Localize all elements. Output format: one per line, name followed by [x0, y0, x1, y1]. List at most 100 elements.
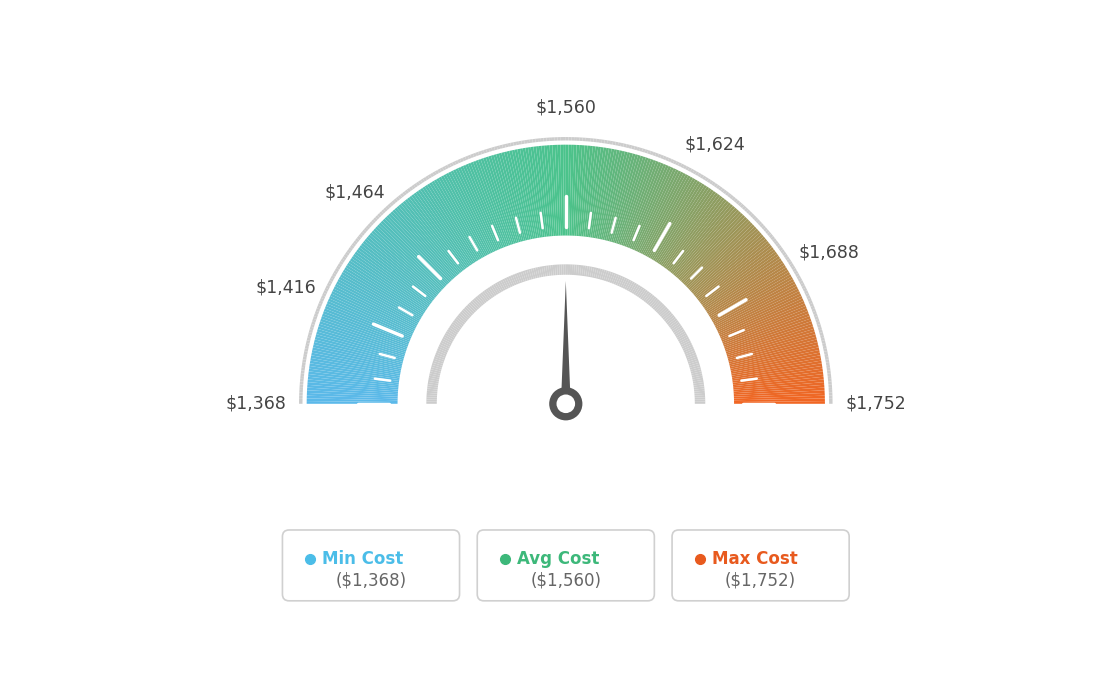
Wedge shape [341, 268, 422, 318]
Wedge shape [414, 189, 470, 266]
Wedge shape [495, 283, 502, 294]
Wedge shape [718, 290, 803, 332]
Wedge shape [722, 308, 809, 344]
Wedge shape [657, 307, 668, 317]
Circle shape [556, 395, 575, 413]
Wedge shape [649, 151, 654, 157]
Wedge shape [524, 140, 528, 146]
Wedge shape [447, 164, 453, 170]
Wedge shape [299, 390, 305, 393]
Wedge shape [431, 367, 443, 372]
Wedge shape [602, 139, 605, 146]
Wedge shape [729, 336, 819, 362]
Wedge shape [439, 342, 452, 350]
Text: $1,688: $1,688 [798, 243, 859, 261]
Wedge shape [522, 146, 540, 238]
Wedge shape [795, 275, 800, 280]
Wedge shape [489, 148, 492, 154]
Wedge shape [375, 223, 445, 288]
Wedge shape [786, 261, 793, 266]
Wedge shape [477, 157, 510, 246]
Wedge shape [726, 326, 816, 355]
Wedge shape [427, 174, 433, 180]
Wedge shape [656, 184, 708, 263]
Wedge shape [546, 143, 555, 236]
Wedge shape [615, 154, 644, 244]
Wedge shape [673, 329, 684, 337]
Wedge shape [661, 312, 672, 321]
Wedge shape [352, 242, 358, 248]
Wedge shape [365, 226, 372, 231]
Wedge shape [546, 137, 550, 144]
Wedge shape [492, 284, 501, 295]
Wedge shape [690, 371, 702, 376]
Wedge shape [309, 326, 316, 331]
Wedge shape [421, 179, 426, 185]
Wedge shape [582, 266, 585, 278]
Wedge shape [305, 387, 397, 395]
Wedge shape [432, 363, 444, 368]
Wedge shape [596, 139, 599, 145]
Wedge shape [699, 244, 774, 302]
Wedge shape [723, 313, 811, 347]
Wedge shape [775, 245, 782, 250]
Wedge shape [731, 349, 821, 371]
Wedge shape [407, 194, 466, 270]
Wedge shape [814, 319, 819, 323]
Wedge shape [817, 332, 824, 336]
Wedge shape [457, 315, 468, 324]
Wedge shape [350, 245, 357, 250]
Wedge shape [351, 253, 428, 308]
Wedge shape [340, 259, 347, 264]
Wedge shape [535, 267, 540, 279]
Wedge shape [499, 281, 507, 293]
Wedge shape [719, 295, 805, 335]
Wedge shape [307, 366, 400, 381]
Wedge shape [682, 215, 749, 284]
Wedge shape [580, 144, 591, 236]
Wedge shape [395, 197, 402, 203]
Wedge shape [728, 195, 734, 201]
Wedge shape [684, 353, 697, 359]
Wedge shape [643, 293, 651, 303]
Wedge shape [309, 352, 401, 373]
Wedge shape [408, 186, 414, 193]
Wedge shape [329, 278, 336, 283]
Wedge shape [691, 229, 762, 293]
Wedge shape [438, 277, 693, 404]
Wedge shape [560, 137, 563, 143]
Wedge shape [449, 162, 455, 168]
Wedge shape [470, 154, 475, 160]
Wedge shape [517, 147, 537, 239]
Wedge shape [400, 238, 732, 404]
Wedge shape [492, 152, 521, 242]
Wedge shape [427, 382, 440, 386]
Wedge shape [692, 391, 704, 394]
Wedge shape [299, 398, 305, 401]
Wedge shape [788, 263, 794, 268]
Wedge shape [692, 386, 704, 390]
Wedge shape [688, 363, 700, 368]
Wedge shape [676, 206, 739, 277]
Wedge shape [701, 176, 707, 181]
Wedge shape [681, 344, 693, 351]
Wedge shape [426, 393, 439, 396]
Wedge shape [455, 160, 459, 166]
Wedge shape [305, 348, 310, 352]
Wedge shape [639, 290, 648, 301]
Wedge shape [686, 357, 698, 362]
Wedge shape [625, 281, 633, 293]
Wedge shape [680, 212, 744, 281]
FancyBboxPatch shape [672, 530, 849, 601]
Wedge shape [446, 331, 457, 339]
Wedge shape [333, 283, 416, 328]
Wedge shape [391, 208, 455, 279]
Wedge shape [524, 270, 530, 282]
Wedge shape [593, 139, 596, 144]
Text: $1,752: $1,752 [846, 395, 906, 413]
Text: ($1,752): ($1,752) [725, 572, 796, 590]
Wedge shape [647, 296, 657, 307]
Wedge shape [383, 215, 449, 284]
Wedge shape [362, 230, 368, 235]
Wedge shape [535, 139, 539, 144]
